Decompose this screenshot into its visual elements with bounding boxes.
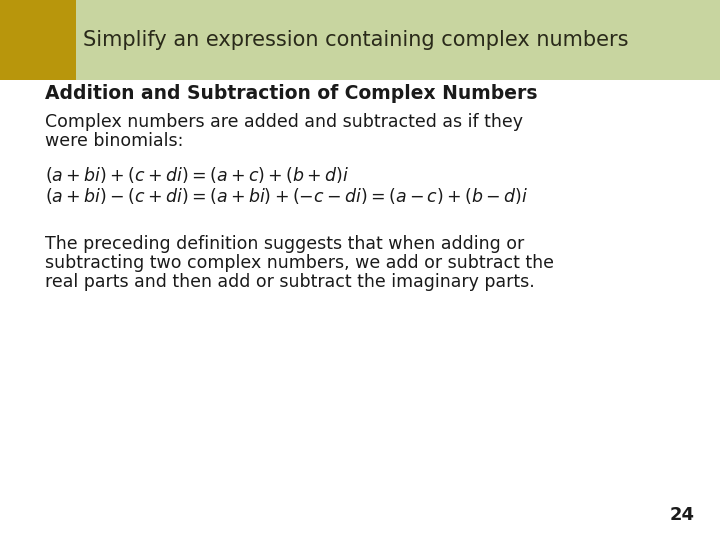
Text: subtracting two complex numbers, we add or subtract the: subtracting two complex numbers, we add … <box>45 254 554 272</box>
Text: $(a + bi) + (c + di) = (a + c) + (b + d)i$: $(a + bi) + (c + di) = (a + c) + (b + d)… <box>45 165 350 185</box>
Text: $(a + bi) - (c + di) = (a + bi) + (-c - di) = (a - c) + (b - d)i$: $(a + bi) - (c + di) = (a + bi) + (-c - … <box>45 186 528 206</box>
Bar <box>0 0 720 80</box>
Text: Addition and Subtraction of Complex Numbers: Addition and Subtraction of Complex Numb… <box>45 84 538 103</box>
Text: The preceding definition suggests that when adding or: The preceding definition suggests that w… <box>45 235 525 253</box>
Text: Complex numbers are added and subtracted as if they: Complex numbers are added and subtracted… <box>45 113 523 131</box>
Text: 24: 24 <box>670 506 695 524</box>
Text: were binomials:: were binomials: <box>45 132 184 150</box>
Bar <box>0 0 76 80</box>
Text: Simplify an expression containing complex numbers: Simplify an expression containing comple… <box>83 30 629 50</box>
Text: real parts and then add or subtract the imaginary parts.: real parts and then add or subtract the … <box>45 273 535 291</box>
